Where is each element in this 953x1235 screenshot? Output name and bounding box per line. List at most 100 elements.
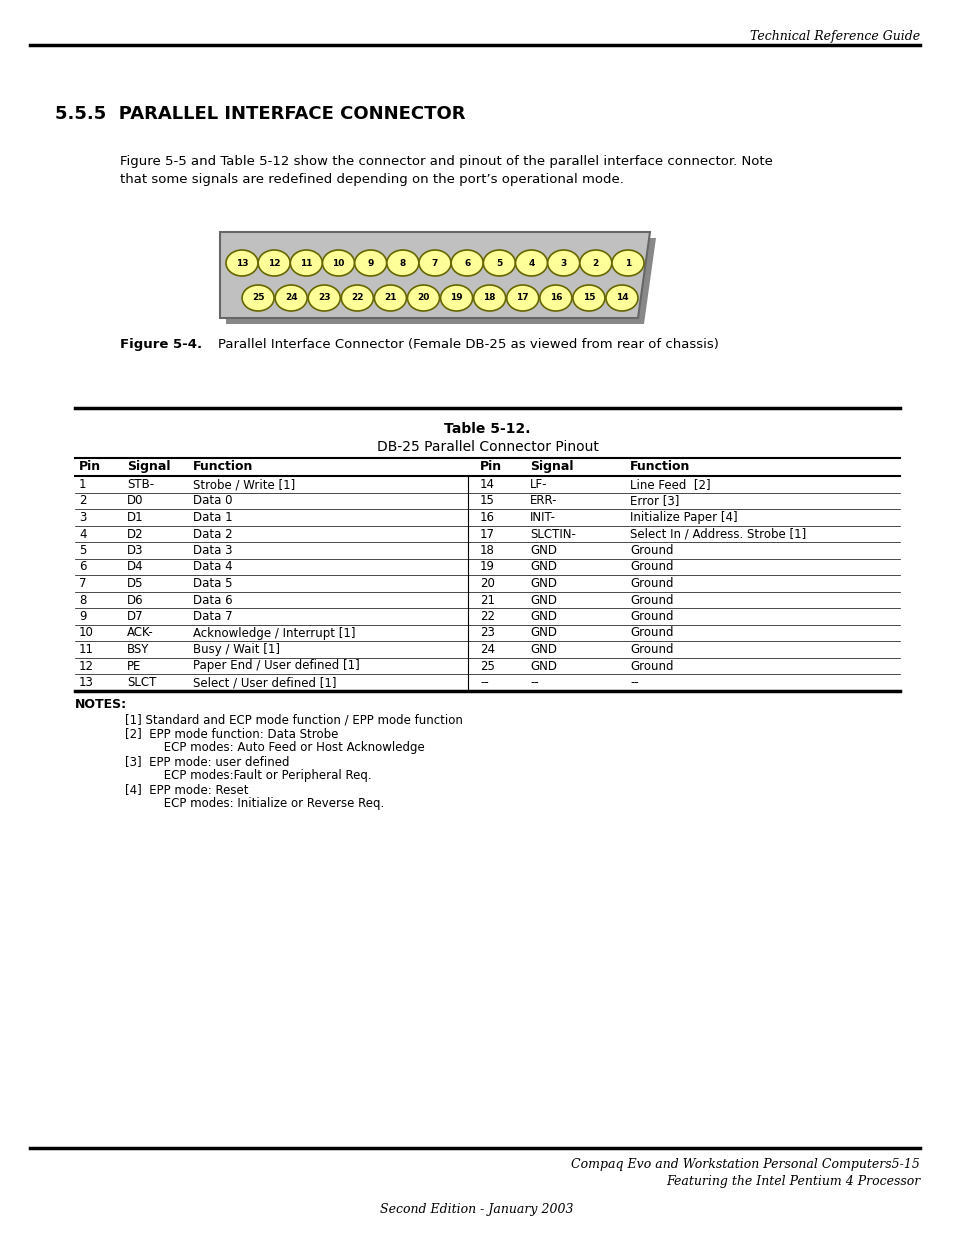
Text: 6: 6: [463, 258, 470, 268]
Text: D0: D0: [127, 494, 143, 508]
Text: GND: GND: [530, 659, 557, 673]
Text: 14: 14: [615, 294, 628, 303]
Text: 1: 1: [624, 258, 631, 268]
Text: 8: 8: [79, 594, 87, 606]
Text: D3: D3: [127, 543, 143, 557]
Text: 23: 23: [479, 626, 495, 640]
Text: 1: 1: [79, 478, 87, 492]
Text: ERR-: ERR-: [530, 494, 557, 508]
Ellipse shape: [407, 285, 439, 311]
Text: Acknowledge / Interrupt [1]: Acknowledge / Interrupt [1]: [193, 626, 355, 640]
Text: --: --: [530, 676, 538, 689]
Ellipse shape: [355, 249, 386, 275]
Text: Select / User defined [1]: Select / User defined [1]: [193, 676, 336, 689]
Text: Parallel Interface Connector (Female DB-25 as viewed from rear of chassis): Parallel Interface Connector (Female DB-…: [218, 338, 719, 351]
Ellipse shape: [274, 285, 307, 311]
Text: Signal: Signal: [530, 459, 573, 473]
Text: 20: 20: [479, 577, 495, 590]
Text: 4: 4: [528, 258, 534, 268]
Text: Technical Reference Guide: Technical Reference Guide: [749, 30, 919, 43]
Text: D7: D7: [127, 610, 144, 622]
Text: 3: 3: [79, 511, 87, 524]
Text: ACK-: ACK-: [127, 626, 153, 640]
Text: 22: 22: [479, 610, 495, 622]
Text: Data 2: Data 2: [193, 527, 233, 541]
Text: 18: 18: [479, 543, 495, 557]
Text: Select In / Address. Strobe [1]: Select In / Address. Strobe [1]: [629, 527, 805, 541]
Ellipse shape: [322, 249, 355, 275]
Text: 25: 25: [252, 294, 264, 303]
Text: 7: 7: [432, 258, 437, 268]
Ellipse shape: [573, 285, 604, 311]
Text: Ground: Ground: [629, 594, 673, 606]
Text: GND: GND: [530, 594, 557, 606]
Text: Featuring the Intel Pentium 4 Processor: Featuring the Intel Pentium 4 Processor: [665, 1174, 919, 1188]
Text: Data 6: Data 6: [193, 594, 233, 606]
Text: Data 4: Data 4: [193, 561, 233, 573]
Text: GND: GND: [530, 610, 557, 622]
Text: 10: 10: [79, 626, 93, 640]
Text: Data 5: Data 5: [193, 577, 233, 590]
Text: Ground: Ground: [629, 577, 673, 590]
Text: 12: 12: [268, 258, 280, 268]
Text: 22: 22: [351, 294, 363, 303]
Text: 19: 19: [479, 561, 495, 573]
Ellipse shape: [579, 249, 611, 275]
Text: ECP modes:Fault or Peripheral Req.: ECP modes:Fault or Peripheral Req.: [145, 769, 372, 783]
Ellipse shape: [515, 249, 547, 275]
Text: BSY: BSY: [127, 643, 150, 656]
Ellipse shape: [539, 285, 571, 311]
Text: Busy / Wait [1]: Busy / Wait [1]: [193, 643, 280, 656]
Text: GND: GND: [530, 543, 557, 557]
Text: DB-25 Parallel Connector Pinout: DB-25 Parallel Connector Pinout: [376, 440, 598, 454]
Text: 23: 23: [317, 294, 330, 303]
Text: 15: 15: [479, 494, 495, 508]
Text: Pin: Pin: [479, 459, 501, 473]
Ellipse shape: [386, 249, 418, 275]
Text: STB-: STB-: [127, 478, 154, 492]
Text: 3: 3: [560, 258, 566, 268]
Ellipse shape: [483, 249, 515, 275]
Ellipse shape: [440, 285, 472, 311]
Text: 11: 11: [79, 643, 94, 656]
Text: 16: 16: [479, 511, 495, 524]
Text: SLCTIN-: SLCTIN-: [530, 527, 576, 541]
Text: --: --: [479, 676, 488, 689]
Text: 11: 11: [300, 258, 313, 268]
Text: 21: 21: [384, 294, 396, 303]
Text: Line Feed  [2]: Line Feed [2]: [629, 478, 710, 492]
Text: 15: 15: [582, 294, 595, 303]
Text: ECP modes: Initialize or Reverse Req.: ECP modes: Initialize or Reverse Req.: [145, 798, 384, 810]
Text: Ground: Ground: [629, 659, 673, 673]
Text: [3]  EPP mode: user defined: [3] EPP mode: user defined: [125, 756, 289, 768]
Text: 12: 12: [79, 659, 94, 673]
Text: SLCT: SLCT: [127, 676, 156, 689]
Text: D4: D4: [127, 561, 144, 573]
Ellipse shape: [474, 285, 505, 311]
Text: INIT-: INIT-: [530, 511, 556, 524]
Text: 21: 21: [479, 594, 495, 606]
Text: Data 3: Data 3: [193, 543, 233, 557]
Text: --: --: [629, 676, 639, 689]
Text: 10: 10: [332, 258, 344, 268]
Text: GND: GND: [530, 643, 557, 656]
Text: 2: 2: [592, 258, 598, 268]
Text: LF-: LF-: [530, 478, 547, 492]
Ellipse shape: [258, 249, 290, 275]
Ellipse shape: [341, 285, 373, 311]
Text: 16: 16: [549, 294, 561, 303]
Ellipse shape: [506, 285, 538, 311]
Text: Ground: Ground: [629, 610, 673, 622]
Text: Ground: Ground: [629, 626, 673, 640]
Text: 13: 13: [79, 676, 93, 689]
Text: Data 1: Data 1: [193, 511, 233, 524]
Text: GND: GND: [530, 577, 557, 590]
Text: Paper End / User defined [1]: Paper End / User defined [1]: [193, 659, 359, 673]
Text: [1] Standard and ECP mode function / EPP mode function: [1] Standard and ECP mode function / EPP…: [125, 714, 462, 726]
Text: GND: GND: [530, 626, 557, 640]
Ellipse shape: [290, 249, 322, 275]
Text: 7: 7: [79, 577, 87, 590]
Text: NOTES:: NOTES:: [75, 699, 127, 711]
Text: Figure 5-4.: Figure 5-4.: [120, 338, 202, 351]
Text: 14: 14: [479, 478, 495, 492]
